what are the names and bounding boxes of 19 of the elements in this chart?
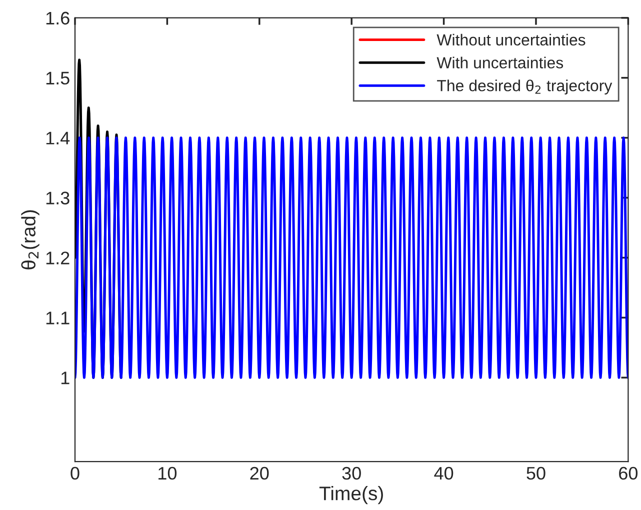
legend-label: With uncertainties	[436, 56, 564, 68]
x-tick-label: 10	[158, 466, 177, 480]
y-tick-label: 1.1	[46, 312, 70, 324]
y-tick-label: 1.4	[46, 132, 70, 144]
legend-label: Without uncertainties	[436, 34, 586, 46]
y-tick-label: 1.3	[46, 192, 70, 204]
y-tick-label: 1.6	[46, 12, 70, 25]
y-tick-label: 1.2	[46, 252, 70, 264]
legend-label: The desired θ$_{2}$ trajectory	[437, 80, 612, 94]
y-tick-label: 1.5	[46, 72, 70, 85]
x-tick-label: 0	[70, 466, 80, 480]
x-tick-label: 60	[619, 466, 638, 480]
x-tick-label: 50	[526, 466, 546, 480]
x-tick-label: 20	[250, 466, 269, 480]
y-axis-title: θ$_{2}$(rad)	[21, 210, 40, 270]
x-axis-title: Time(s)	[319, 486, 383, 504]
y-tick-label: 1	[61, 372, 70, 384]
x-tick-label: 40	[434, 466, 454, 480]
x-tick-label: 30	[342, 466, 361, 480]
